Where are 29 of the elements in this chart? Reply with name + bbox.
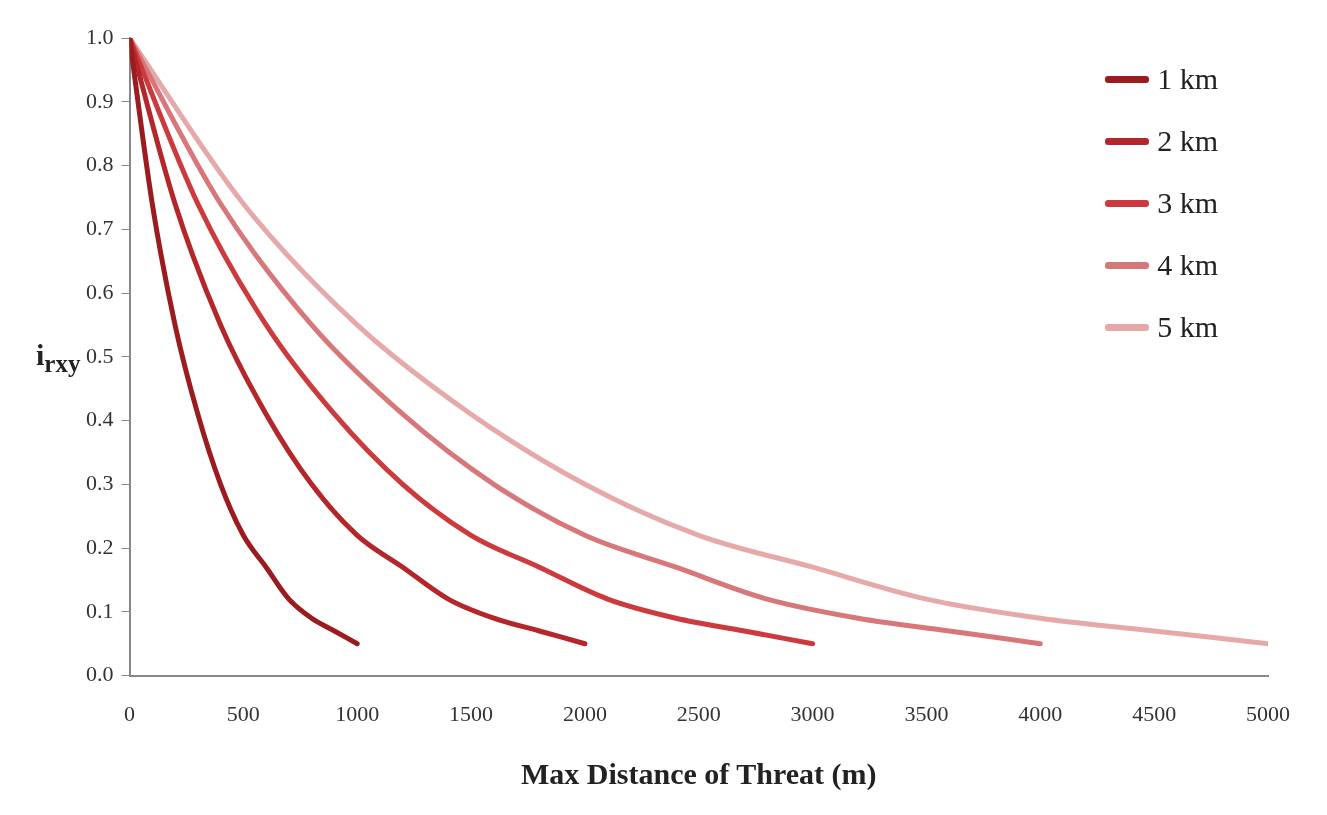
y-tick-label: 0.4 <box>86 406 114 432</box>
x-tick-label: 4500 <box>1132 700 1177 726</box>
y-tick-label: 0.6 <box>86 278 114 304</box>
x-tick-label: 3000 <box>790 700 835 726</box>
y-tick-label: 0.9 <box>86 87 114 113</box>
y-tick-label: 0.8 <box>86 151 114 177</box>
y-tick-label: 0.0 <box>86 661 114 687</box>
y-tick-label: 0.2 <box>86 533 114 559</box>
x-tick-label: 3500 <box>904 700 949 726</box>
x-tick-label: 2500 <box>676 700 721 726</box>
y-axis-title: i$_{rxy}$ <box>36 338 81 378</box>
legend-label: 2 km <box>1157 124 1218 158</box>
x-tick-label: 1000 <box>335 700 380 726</box>
x-tick-label: 2000 <box>562 700 607 726</box>
y-tick-label: 0.5 <box>86 342 114 368</box>
legend-label: 3 km <box>1157 186 1218 220</box>
y-tick-label: 0.1 <box>86 597 114 623</box>
y-tick-label: 0.7 <box>86 215 114 241</box>
x-axis-title: Max Distance of Threat (m) <box>521 756 877 791</box>
legend-label: 4 km <box>1157 248 1218 282</box>
x-tick-label: 500 <box>226 700 260 726</box>
legend-label: 5 km <box>1157 310 1218 344</box>
x-tick-label: 5000 <box>1246 700 1290 726</box>
x-tick-label: 0 <box>124 700 135 726</box>
y-tick-label: 0.3 <box>86 470 114 496</box>
legend-label: 1 km <box>1157 62 1218 96</box>
x-tick-label: 4000 <box>1018 700 1063 726</box>
y-tick-label: 1.0 <box>86 23 114 49</box>
x-tick-label: 1500 <box>449 700 494 726</box>
